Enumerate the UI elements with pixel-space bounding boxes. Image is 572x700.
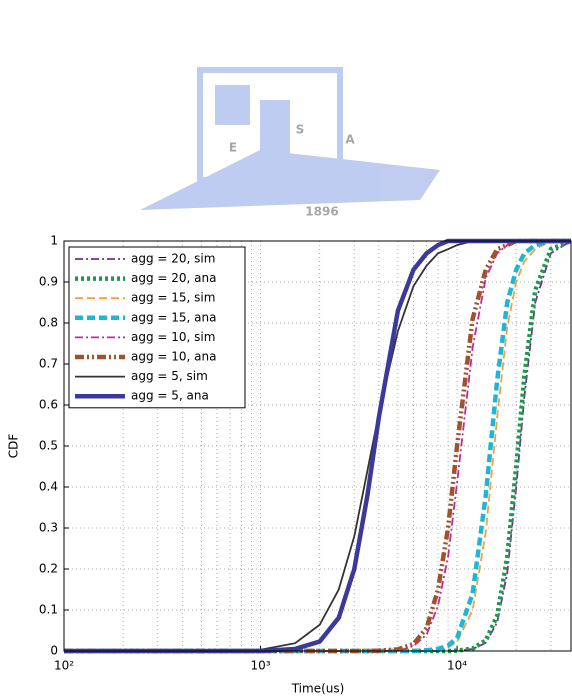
legend-label: agg = 10, sim <box>131 330 215 344</box>
watermark-block <box>215 85 250 125</box>
legend-label: agg = 20, sim <box>131 252 215 266</box>
y-tick-label: 0.1 <box>39 603 58 617</box>
y-tick-label: 0.5 <box>39 439 58 453</box>
watermark-letter: S <box>296 123 305 137</box>
watermark-year: 1896 <box>305 205 338 219</box>
y-tick-label: 0.2 <box>39 562 58 576</box>
legend-label: agg = 5, sim <box>131 369 208 383</box>
watermark-letter: A <box>345 133 355 147</box>
legend-label: agg = 5, ana <box>131 389 209 403</box>
y-tick-label: 1 <box>50 234 58 248</box>
x-tick-label: 10³ <box>250 659 270 673</box>
y-tick-label: 0.7 <box>39 357 58 371</box>
y-tick-label: 0 <box>50 644 58 658</box>
y-tick-label: 0.6 <box>39 398 58 412</box>
x-axis-label: Time(us) <box>291 682 345 696</box>
y-tick-label: 0.3 <box>39 521 58 535</box>
legend-label: agg = 10, ana <box>131 350 216 364</box>
legend-label: agg = 20, ana <box>131 271 216 285</box>
watermark: E S A 1896 <box>140 70 440 219</box>
x-tick-label: 10⁴ <box>447 659 467 673</box>
watermark-letter: E <box>229 141 237 155</box>
legend-label: agg = 15, sim <box>131 291 215 305</box>
x-tick-label: 10² <box>54 659 74 673</box>
y-tick-label: 0.9 <box>39 275 58 289</box>
chart: E S A 1896 Time(us) CDF 0 0.1 0.2 0.3 0.4 0.5… <box>0 0 572 700</box>
y-axis-label: CDF <box>7 434 21 459</box>
legend-label: agg = 15, ana <box>131 310 216 324</box>
y-tick-label: 0.4 <box>39 480 58 494</box>
watermark-base <box>140 150 440 210</box>
y-tick-label: 0.8 <box>39 316 58 330</box>
